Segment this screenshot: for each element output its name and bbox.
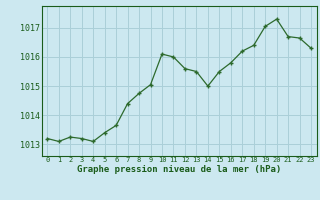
- X-axis label: Graphe pression niveau de la mer (hPa): Graphe pression niveau de la mer (hPa): [77, 165, 281, 174]
